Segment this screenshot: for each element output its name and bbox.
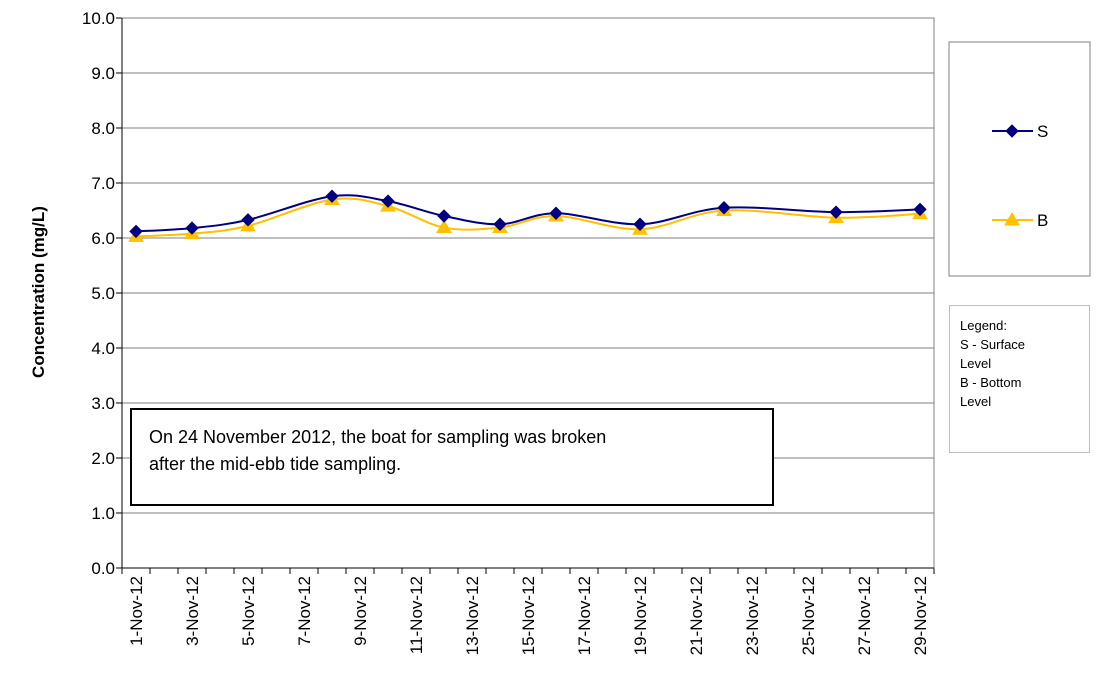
legend-note-line-1: Legend: — [960, 318, 1007, 333]
x-tick-label: 11-Nov-12 — [407, 576, 426, 654]
data-point-S — [381, 194, 395, 208]
data-point-S — [493, 217, 507, 231]
x-tick-labels: 1-Nov-12 3-Nov-12 5-Nov-12 7-Nov-12 9-Nov-12… — [127, 576, 930, 655]
data-point-S — [185, 221, 199, 235]
legend-note-line-3: Level — [960, 356, 992, 371]
x-tick-label: 15-Nov-12 — [519, 576, 538, 655]
data-point-S — [129, 224, 143, 239]
y-tick-label: 3.0 — [91, 394, 115, 413]
data-point-S — [325, 189, 339, 203]
legend-marker-B — [1004, 212, 1020, 226]
data-point-S — [633, 217, 647, 231]
y-tick-label: 5.0 — [91, 284, 115, 303]
data-point-S — [717, 201, 731, 215]
x-tick-label: 9-Nov-12 — [351, 576, 370, 646]
x-tick-label: 29-Nov-12 — [911, 576, 930, 655]
data-point-B — [436, 219, 452, 234]
x-tick-label: 25-Nov-12 — [799, 576, 818, 655]
plot-area — [121, 17, 935, 569]
y-tick-labels: 0.0 1.0 2.0 3.0 4.0 5.0 6.0 7.0 8.0 9.0 10.0 — [82, 9, 115, 578]
x-tick-label: 1-Nov-12 — [127, 576, 146, 646]
y-tick-label: 0.0 — [91, 559, 115, 578]
legend-marker-S — [1005, 124, 1019, 138]
series-line-S — [135, 194, 921, 233]
legend-label-B: B — [1037, 211, 1048, 230]
x-tick-label: 3-Nov-12 — [183, 576, 202, 646]
data-point-S — [913, 202, 927, 217]
y-tick-label: 2.0 — [91, 449, 115, 468]
legend-label-S: S — [1037, 122, 1048, 141]
x-tick-label: 21-Nov-12 — [687, 576, 706, 655]
y-tick-label: 9.0 — [91, 64, 115, 83]
legend-note-box: Legend: S - Surface Level B - Bottom Lev… — [949, 305, 1090, 453]
data-point-S — [241, 213, 255, 227]
y-tick-label: 1.0 — [91, 504, 115, 523]
series-S — [129, 189, 927, 239]
x-tick-label: 17-Nov-12 — [575, 576, 594, 655]
legend: SB — [948, 41, 1091, 277]
annotation-line-1: On 24 November 2012, the boat for sampli… — [149, 427, 607, 447]
y-tick-label: 8.0 — [91, 119, 115, 138]
y-axis-title: Concentration (mg/L) — [29, 206, 48, 378]
data-point-S — [829, 205, 843, 219]
x-tick-label: 19-Nov-12 — [631, 576, 650, 655]
x-tick-label: 23-Nov-12 — [743, 576, 762, 655]
data-point-S — [437, 209, 451, 223]
x-tick-label: 27-Nov-12 — [855, 576, 874, 655]
y-tick-label: 7.0 — [91, 174, 115, 193]
annotation-line-2: after the mid-ebb tide sampling. — [149, 454, 402, 474]
y-tick-label: 6.0 — [91, 229, 115, 248]
x-tick-label: 7-Nov-12 — [295, 576, 314, 646]
series-layer — [128, 189, 928, 242]
legend-note-line-2: S - Surface — [960, 337, 1026, 352]
y-tick-label: 10.0 — [82, 9, 115, 28]
legend-note-line-4: B - Bottom — [960, 375, 1022, 390]
legend-box — [948, 41, 1091, 277]
legend-note-line-5: Level — [960, 394, 992, 409]
x-tick-label: 5-Nov-12 — [239, 576, 258, 646]
y-tick-label: 4.0 — [91, 339, 115, 358]
x-tick-label: 13-Nov-12 — [463, 576, 482, 655]
annotation-box: On 24 November 2012, the boat for sampli… — [130, 408, 774, 506]
data-point-S — [549, 206, 563, 220]
